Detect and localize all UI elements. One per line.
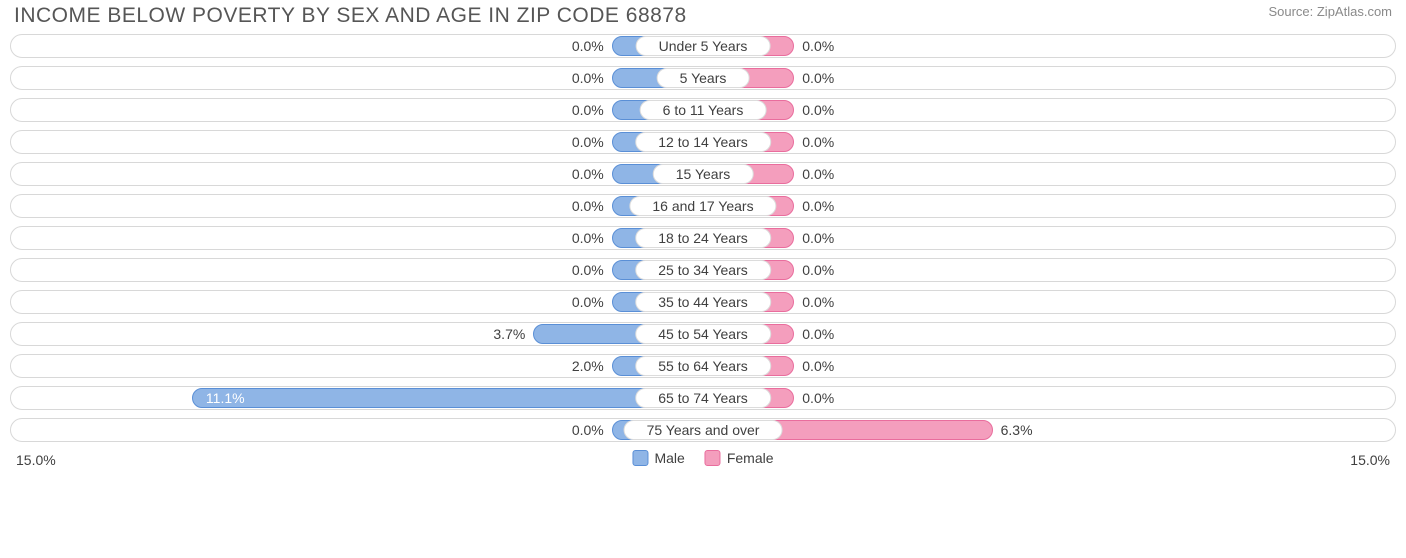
category-label: 16 and 17 Years	[629, 196, 776, 216]
male-value: 0.0%	[572, 68, 604, 88]
chart-title: INCOME BELOW POVERTY BY SEX AND AGE IN Z…	[14, 4, 687, 28]
male-value: 0.0%	[572, 228, 604, 248]
chart-source: Source: ZipAtlas.com	[1268, 4, 1392, 19]
category-label: 45 to 54 Years	[635, 324, 771, 344]
category-label: 15 Years	[653, 164, 754, 184]
female-value: 0.0%	[802, 196, 834, 216]
axis-max-left: 15.0%	[16, 452, 56, 468]
category-label: 5 Years	[657, 68, 750, 88]
chart-row: 0.0% 0.0% 18 to 24 Years	[10, 226, 1396, 250]
legend-swatch-female	[705, 450, 721, 466]
female-value: 0.0%	[802, 36, 834, 56]
chart-row: 0.0% 0.0% 16 and 17 Years	[10, 194, 1396, 218]
legend-label-male: Male	[654, 450, 684, 466]
female-value: 0.0%	[802, 292, 834, 312]
chart-row: 2.0% 0.0% 55 to 64 Years	[10, 354, 1396, 378]
male-value: 0.0%	[572, 420, 604, 440]
male-value: 3.7%	[493, 324, 525, 344]
chart-row: 0.0% 0.0% 35 to 44 Years	[10, 290, 1396, 314]
chart-row: 3.7% 0.0% 45 to 54 Years	[10, 322, 1396, 346]
chart-rows: 0.0%0.0%Under 5 Years0.0%0.0%5 Years0.0%…	[10, 34, 1396, 442]
male-value: 0.0%	[572, 100, 604, 120]
female-value: 0.0%	[802, 228, 834, 248]
poverty-by-sex-age-chart: INCOME BELOW POVERTY BY SEX AND AGE IN Z…	[0, 0, 1406, 480]
female-value: 0.0%	[802, 356, 834, 376]
female-value: 0.0%	[802, 260, 834, 280]
chart-footer: 15.0% Male Female 15.0%	[10, 450, 1396, 472]
male-value: 0.0%	[572, 196, 604, 216]
category-label: 65 to 74 Years	[635, 388, 771, 408]
chart-row: 0.0% 6.3% 75 Years and over	[10, 418, 1396, 442]
category-label: 55 to 64 Years	[635, 356, 771, 376]
chart-row: 0.0% 0.0% 6 to 11 Years	[10, 98, 1396, 122]
male-bar	[192, 388, 704, 408]
chart-row: 0.0% 0.0% 5 Years	[10, 66, 1396, 90]
legend-label-female: Female	[727, 450, 774, 466]
female-value: 0.0%	[802, 324, 834, 344]
male-value: 0.0%	[572, 164, 604, 184]
legend: Male Female	[632, 450, 773, 466]
category-label: 6 to 11 Years	[640, 100, 767, 120]
male-value: 0.0%	[572, 36, 604, 56]
male-value: 0.0%	[572, 260, 604, 280]
category-label: 18 to 24 Years	[635, 228, 771, 248]
chart-row: 0.0% 0.0% 15 Years	[10, 162, 1396, 186]
chart-row: 0.0% 0.0% Under 5 Years	[10, 34, 1396, 58]
chart-row: 0.0% 0.0% 25 to 34 Years	[10, 258, 1396, 282]
male-value: 0.0%	[572, 292, 604, 312]
male-value: 0.0%	[572, 132, 604, 152]
male-value: 2.0%	[572, 356, 604, 376]
female-value: 0.0%	[802, 132, 834, 152]
category-label: Under 5 Years	[636, 36, 771, 56]
chart-row: 0.0% 0.0% 12 to 14 Years	[10, 130, 1396, 154]
axis-max-right: 15.0%	[1350, 452, 1390, 468]
female-value: 0.0%	[802, 100, 834, 120]
male-value: 11.1%	[192, 388, 245, 408]
female-value: 0.0%	[802, 68, 834, 88]
category-label: 12 to 14 Years	[635, 132, 771, 152]
female-value: 0.0%	[802, 164, 834, 184]
legend-swatch-male	[632, 450, 648, 466]
chart-header: INCOME BELOW POVERTY BY SEX AND AGE IN Z…	[10, 4, 1396, 34]
category-label: 75 Years and over	[624, 420, 783, 440]
chart-row: 11.1% 0.0% 65 to 74 Years	[10, 386, 1396, 410]
category-label: 35 to 44 Years	[635, 292, 771, 312]
female-value: 6.3%	[1001, 420, 1033, 440]
female-value: 0.0%	[802, 388, 834, 408]
category-label: 25 to 34 Years	[635, 260, 771, 280]
